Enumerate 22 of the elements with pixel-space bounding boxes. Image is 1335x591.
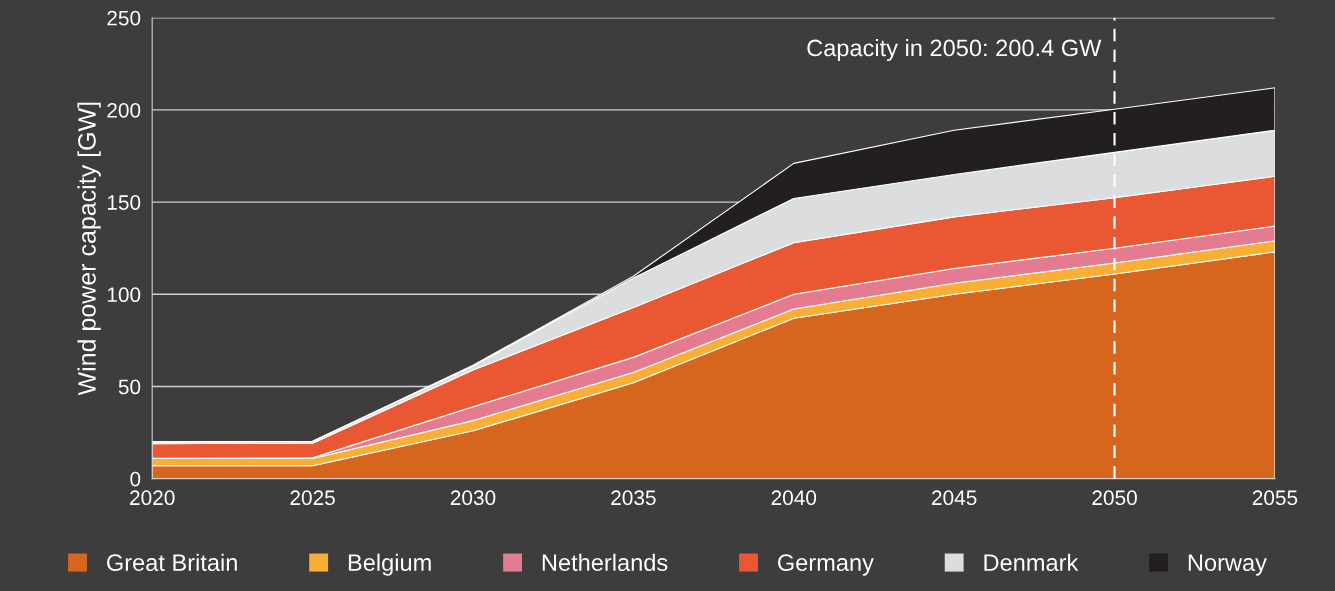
x-tick-label: 2035 xyxy=(611,490,656,506)
y-tick-label: 50 xyxy=(118,379,141,395)
y-tick-label: 200 xyxy=(107,102,141,118)
x-tick-label: 2040 xyxy=(771,490,817,506)
x-tick-label: 2050 xyxy=(1092,490,1137,506)
legend-label: Germany xyxy=(778,554,874,576)
legend-label: Belgium xyxy=(348,553,431,576)
legend-label: Netherlands xyxy=(542,553,668,571)
y-axis-title: Wind power capacity [GW] xyxy=(77,102,101,396)
legend-label: Great Britain xyxy=(107,553,237,571)
legend-label: Norway xyxy=(1188,554,1267,576)
x-tick-label: 2020 xyxy=(130,490,175,506)
x-tick-label: 2045 xyxy=(932,490,977,506)
y-tick-label: 150 xyxy=(107,195,141,210)
ref-line-label: Capacity in 2050: 200.4 GW xyxy=(807,38,1102,61)
legend-label: Denmark xyxy=(984,553,1079,571)
y-tick-label: 0 xyxy=(130,471,141,487)
y-tick-label: 100 xyxy=(107,287,141,303)
x-tick-label: 2025 xyxy=(290,490,335,506)
x-tick-label: 2030 xyxy=(450,490,496,506)
y-tick-label: 250 xyxy=(107,10,141,26)
x-tick-label: 2055 xyxy=(1252,490,1298,506)
